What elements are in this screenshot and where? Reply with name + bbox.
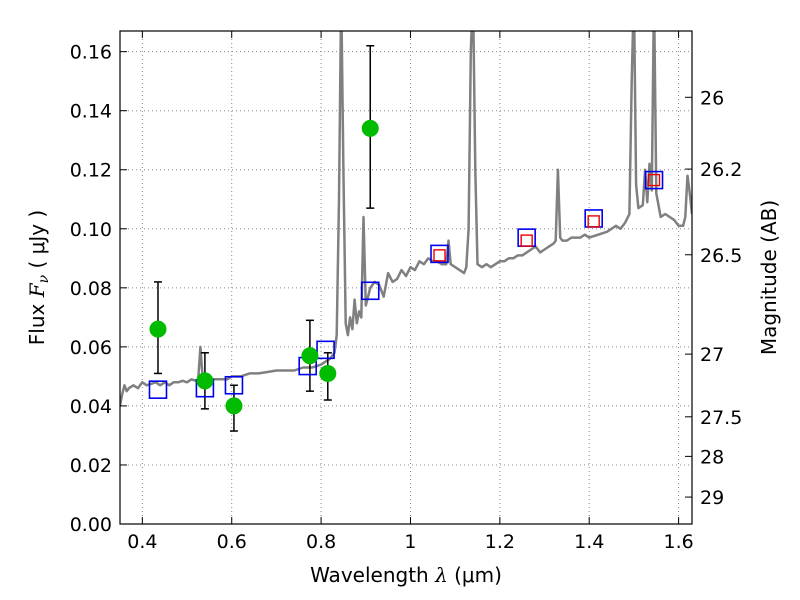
- y-tick-label: 0.02: [70, 455, 112, 477]
- nir-photometry-square: [647, 173, 661, 187]
- model-photometry-square: [430, 244, 449, 264]
- y2-tick-label: 26: [700, 87, 724, 109]
- nir-photometry-square: [520, 234, 533, 247]
- nir-photometry-square: [433, 249, 446, 262]
- y-tick-label: 0.08: [70, 278, 112, 300]
- model-photometry-square: [148, 380, 168, 399]
- y-tick-label: 0.04: [70, 396, 112, 418]
- grid-lines: [120, 31, 692, 525]
- y-tick-label: 0.14: [70, 101, 112, 123]
- x-tick-label: 0.4: [127, 531, 157, 553]
- x-tick-label: 1.6: [663, 531, 693, 553]
- observed-flux-point: [225, 397, 243, 415]
- x-tick-label: 0.8: [306, 531, 336, 553]
- y-tick-label: 0.00: [70, 514, 112, 536]
- observed-flux-point: [196, 372, 214, 390]
- y2-axis-label: Magnitude (AB): [757, 200, 781, 355]
- sed-line: [120, 31, 692, 407]
- photometry-markers: [148, 119, 664, 415]
- nir-photometry-square: [587, 215, 600, 228]
- axis-ticks: 0.4 0.6 0.8 1 1.2 1.4 1.6 0.00 0.02 0.04 0.06 0.08 0…: [70, 31, 742, 553]
- x-tick-label: 1: [404, 531, 416, 553]
- observed-flux-point: [319, 364, 337, 382]
- y2-tick-label: 29: [700, 487, 724, 509]
- observed-flux-point: [361, 119, 379, 137]
- y-axis-label: Flux Fν ( μJy ): [25, 210, 52, 345]
- y2-tick-label: 26.2: [700, 159, 742, 181]
- x-axis-label: Wavelength λ (μm): [310, 563, 502, 587]
- model-photometry-square: [644, 170, 664, 190]
- y2-tick-label: 26.5: [700, 245, 742, 267]
- y2-tick-label: 27: [700, 344, 724, 366]
- y-tick-label: 0.12: [70, 160, 112, 182]
- y2-tick-label: 28: [700, 446, 724, 468]
- model-photometry-square: [316, 340, 335, 360]
- y-tick-label: 0.10: [70, 219, 112, 241]
- observed-flux-point: [149, 320, 167, 338]
- model-photometry-square: [224, 375, 244, 395]
- y-tick-label: 0.16: [70, 42, 112, 64]
- y-tick-label: 0.06: [70, 337, 112, 359]
- sed-model-curve: [120, 31, 692, 407]
- x-tick-label: 1.4: [574, 531, 604, 553]
- model-photometry-square: [360, 281, 380, 301]
- x-tick-label: 0.6: [217, 531, 247, 553]
- x-tick-label: 1.2: [485, 531, 515, 553]
- observed-flux-point: [301, 347, 319, 365]
- y2-tick-label: 27.5: [700, 407, 742, 429]
- plot-frame: [119, 30, 693, 525]
